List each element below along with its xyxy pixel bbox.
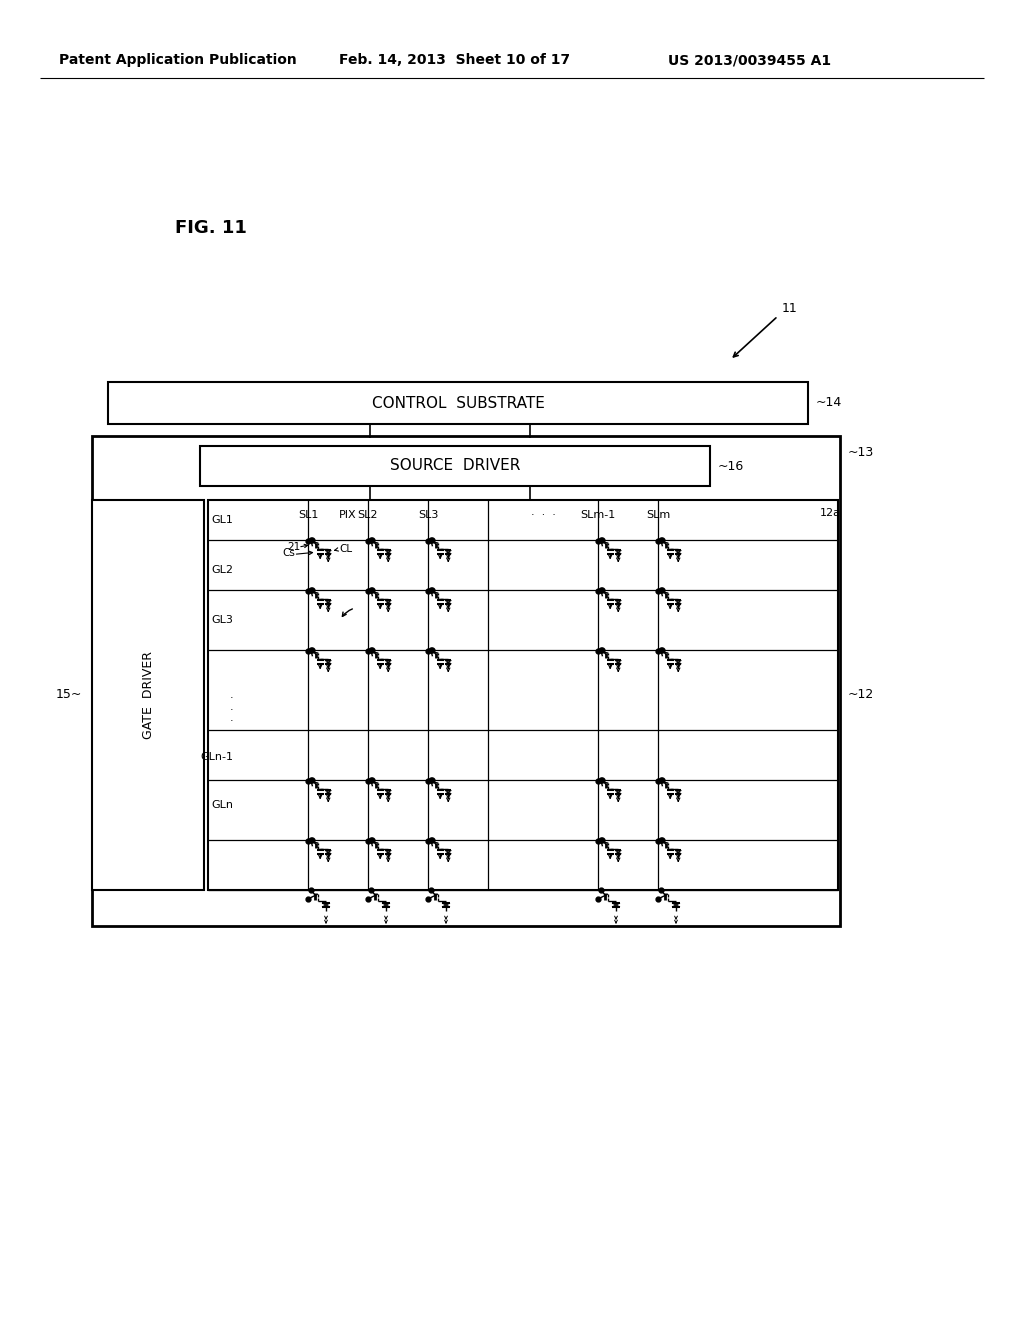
Text: GATE  DRIVER: GATE DRIVER	[141, 651, 155, 739]
Text: ~12: ~12	[848, 689, 874, 701]
Text: Cs: Cs	[283, 548, 296, 557]
Text: Feb. 14, 2013  Sheet 10 of 17: Feb. 14, 2013 Sheet 10 of 17	[339, 53, 570, 67]
Text: US 2013/0039455 A1: US 2013/0039455 A1	[669, 53, 831, 67]
Text: .: .	[229, 702, 233, 711]
Bar	[92, 500, 204, 890]
Text: CL: CL	[339, 544, 352, 554]
Text: SLm-1: SLm-1	[581, 510, 615, 520]
Text: .: .	[229, 690, 233, 700]
Text: .: .	[229, 713, 233, 723]
Text: SOURCE  DRIVER: SOURCE DRIVER	[390, 458, 520, 474]
Text: GL1: GL1	[211, 515, 233, 525]
Text: ~13: ~13	[848, 446, 874, 458]
Text: PIX: PIX	[339, 510, 356, 520]
Text: GLn: GLn	[211, 800, 233, 810]
Text: GL3: GL3	[211, 615, 233, 624]
Text: Patent Application Publication: Patent Application Publication	[59, 53, 297, 67]
Text: CONTROL  SUBSTRATE: CONTROL SUBSTRATE	[372, 396, 545, 411]
Bar	[208, 500, 838, 890]
Text: GL2: GL2	[211, 565, 233, 576]
Text: 15~: 15~	[55, 689, 82, 701]
Text: ~16: ~16	[718, 459, 744, 473]
Text: SL1: SL1	[298, 510, 318, 520]
Text: 11: 11	[782, 301, 798, 314]
Text: SL2: SL2	[357, 510, 378, 520]
Text: SL3: SL3	[418, 510, 438, 520]
Text: ·  ·  ·: · · ·	[530, 510, 555, 520]
Text: 12a: 12a	[820, 508, 841, 517]
Text: ~14: ~14	[816, 396, 843, 409]
Text: 21: 21	[287, 543, 300, 552]
Bar	[200, 446, 710, 486]
Text: FIG. 11: FIG. 11	[175, 219, 247, 238]
Text: GLn-1: GLn-1	[200, 752, 233, 762]
Text: SLm: SLm	[646, 510, 670, 520]
Bar	[92, 436, 840, 927]
Bar	[108, 381, 808, 424]
